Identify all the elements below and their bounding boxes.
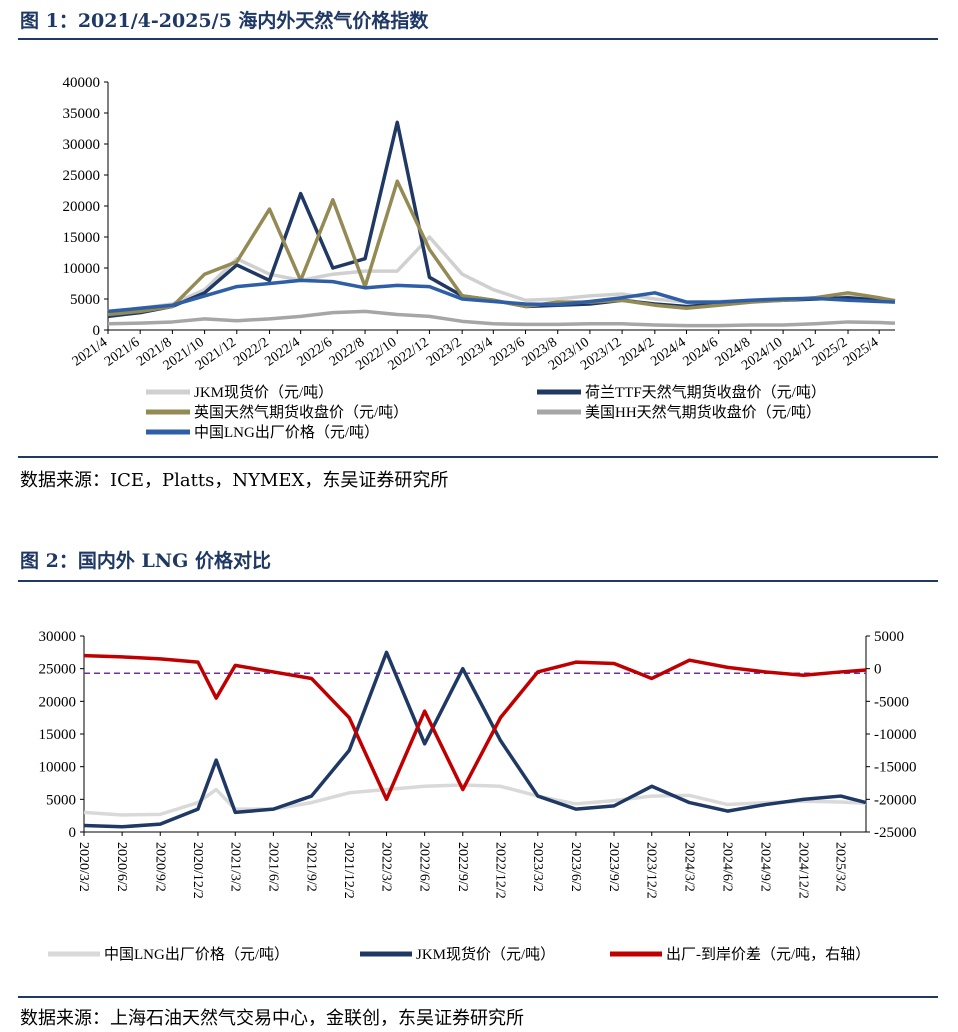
x-tick-label: 2024/12/2 bbox=[795, 842, 810, 899]
figure-2-source: 数据来源：上海石油天然气交易中心，金联创，东吴证券研究所 bbox=[20, 1008, 524, 1029]
x-tick-label: 2021/6 bbox=[102, 335, 142, 370]
figure-2-axes bbox=[80, 635, 870, 836]
series-line-3 bbox=[107, 309, 896, 328]
figure-1-source: 数据来源：ICE，Platts，NYMEX，东吴证券研究所 bbox=[20, 470, 449, 491]
figure-1-top-rule bbox=[18, 38, 938, 40]
right-tick-label: -15000 bbox=[874, 760, 917, 776]
series-line-2 bbox=[83, 653, 867, 802]
x-tick-label: 2024/2 bbox=[617, 335, 657, 370]
figure-2-series-group bbox=[83, 650, 867, 829]
left-tick-label: 20000 bbox=[39, 694, 77, 710]
left-tick-label: 25000 bbox=[39, 662, 77, 678]
x-tick-label: 2022/2 bbox=[231, 335, 271, 370]
x-tick-label: 2021/3/2 bbox=[227, 842, 242, 892]
x-tick-label: 2022/3/2 bbox=[379, 842, 394, 892]
y-tick-label: 0 bbox=[93, 323, 101, 339]
x-tick-label: 2020/3/2 bbox=[76, 842, 91, 892]
series-line-0 bbox=[83, 783, 867, 817]
right-tick-label: 5000 bbox=[874, 629, 904, 645]
y-tick-label: 30000 bbox=[63, 137, 101, 153]
legend-label-2: 英国天然气期货收盘价（元/吨） bbox=[194, 403, 408, 421]
x-tick-label: 2023/6/2 bbox=[568, 842, 583, 892]
legend-label-0: 中国LNG出厂价格（元/吨） bbox=[104, 946, 289, 963]
figure-2-bottom-rule bbox=[18, 996, 938, 998]
x-tick-label: 2024/3/2 bbox=[681, 842, 696, 892]
x-tick-label: 2020/6/2 bbox=[114, 842, 129, 892]
x-tick-label: 2020/9/2 bbox=[152, 842, 167, 892]
legend-label-2: 出厂-到岸价差（元/吨，右轴） bbox=[666, 946, 870, 963]
left-tick-label: 10000 bbox=[39, 760, 77, 776]
x-tick-label: 2025/2 bbox=[810, 335, 850, 370]
x-tick-label: 2023/9/2 bbox=[606, 842, 621, 892]
series-line-4 bbox=[107, 278, 896, 314]
y-tick-label: 20000 bbox=[63, 199, 101, 215]
series-line-1 bbox=[83, 650, 867, 829]
figure-2-tick-labels: 0 5000 10000 15000 20000 25000 30000 -25000 -200… bbox=[39, 629, 917, 899]
y-tick-label: 25000 bbox=[63, 168, 101, 184]
x-tick-label: 2021/4 bbox=[70, 335, 110, 370]
figure-1-title: 图 1：2021/4-2025/5 海内外天然气价格指数 bbox=[20, 10, 429, 32]
x-tick-label: 2022/6/2 bbox=[417, 842, 432, 892]
x-tick-label: 2022/9/2 bbox=[455, 842, 470, 892]
x-tick-label: 2023/12/2 bbox=[644, 842, 659, 899]
x-tick-label: 2023/4 bbox=[455, 335, 495, 370]
x-tick-label: 2024/6/2 bbox=[720, 842, 735, 892]
x-tick-label: 2021/6/2 bbox=[265, 842, 280, 892]
series-line-1 bbox=[107, 120, 896, 319]
figure-2-chart: 0 5000 10000 15000 20000 25000 30000 -25000 -200… bbox=[39, 629, 917, 963]
legend-label-4: 中国LNG出厂价格（元/吨） bbox=[194, 424, 379, 441]
y-tick-label: 40000 bbox=[63, 75, 101, 91]
legend-label-3: 美国HH天然气期货收盘价（元/吨） bbox=[585, 403, 821, 421]
x-tick-label: 2022/6 bbox=[295, 335, 335, 370]
right-tick-label: -5000 bbox=[874, 694, 909, 710]
figure-2-title: 图 2：国内外 LNG 价格对比 bbox=[20, 550, 272, 572]
y-tick-label: 5000 bbox=[70, 292, 100, 308]
left-tick-label: 15000 bbox=[39, 727, 77, 743]
left-tick-label: 5000 bbox=[46, 792, 76, 808]
x-tick-label: 2025/3/2 bbox=[833, 842, 848, 892]
figure-2-legend: 中国LNG出厂价格（元/吨） JKM现货价（元/吨） 出厂-到岸价差（元/吨，右轴） bbox=[48, 946, 870, 963]
x-tick-label: 2021/9/2 bbox=[304, 842, 319, 892]
right-tick-label: 0 bbox=[874, 662, 882, 678]
right-tick-label: -10000 bbox=[874, 727, 917, 743]
legend-label-1: 荷兰TTF天然气期货收盘价（元/吨） bbox=[585, 383, 826, 401]
x-tick-label: 2020/12/2 bbox=[190, 842, 205, 899]
figure-1-series-group bbox=[107, 120, 896, 328]
figure-1-tick-labels: 0 5000 10000 15000 20000 25000 30000 35000 40000… bbox=[63, 75, 882, 374]
figure-1-axes bbox=[104, 81, 895, 334]
x-tick-label: 2021/12/2 bbox=[341, 842, 356, 899]
right-tick-label: -20000 bbox=[874, 792, 917, 808]
x-tick-label: 2024/4 bbox=[648, 335, 688, 370]
y-tick-label: 35000 bbox=[63, 106, 101, 122]
left-tick-label: 0 bbox=[69, 825, 77, 841]
x-tick-label: 2023/6 bbox=[487, 335, 527, 370]
figure-2-top-rule bbox=[18, 580, 938, 582]
x-tick-label: 2023/3/2 bbox=[530, 842, 545, 892]
x-tick-label: 2023/2 bbox=[424, 335, 464, 370]
legend-label-1: JKM现货价（元/吨） bbox=[416, 946, 555, 963]
legend-label-0: JKM现货价（元/吨） bbox=[194, 384, 333, 401]
figure-1-chart: 0 5000 10000 15000 20000 25000 30000 35000 40000… bbox=[63, 75, 896, 441]
series-line-2 bbox=[107, 179, 896, 317]
x-tick-label: 2022/4 bbox=[262, 335, 302, 370]
x-tick-label: 2024/6 bbox=[681, 335, 721, 370]
figure-1-legend: JKM现货价（元/吨） 荷兰TTF天然气期货收盘价（元/吨） 英国天然气期货收盘价（… bbox=[146, 383, 826, 441]
y-tick-label: 15000 bbox=[63, 230, 101, 246]
figure-1-bottom-rule bbox=[18, 456, 938, 458]
y-tick-label: 10000 bbox=[63, 261, 101, 277]
x-tick-label: 2024/9/2 bbox=[758, 842, 773, 892]
left-tick-label: 30000 bbox=[39, 629, 77, 645]
x-tick-label: 2025/4 bbox=[841, 335, 881, 370]
x-tick-label: 2022/12/2 bbox=[492, 842, 507, 899]
right-tick-label: -25000 bbox=[874, 825, 917, 841]
